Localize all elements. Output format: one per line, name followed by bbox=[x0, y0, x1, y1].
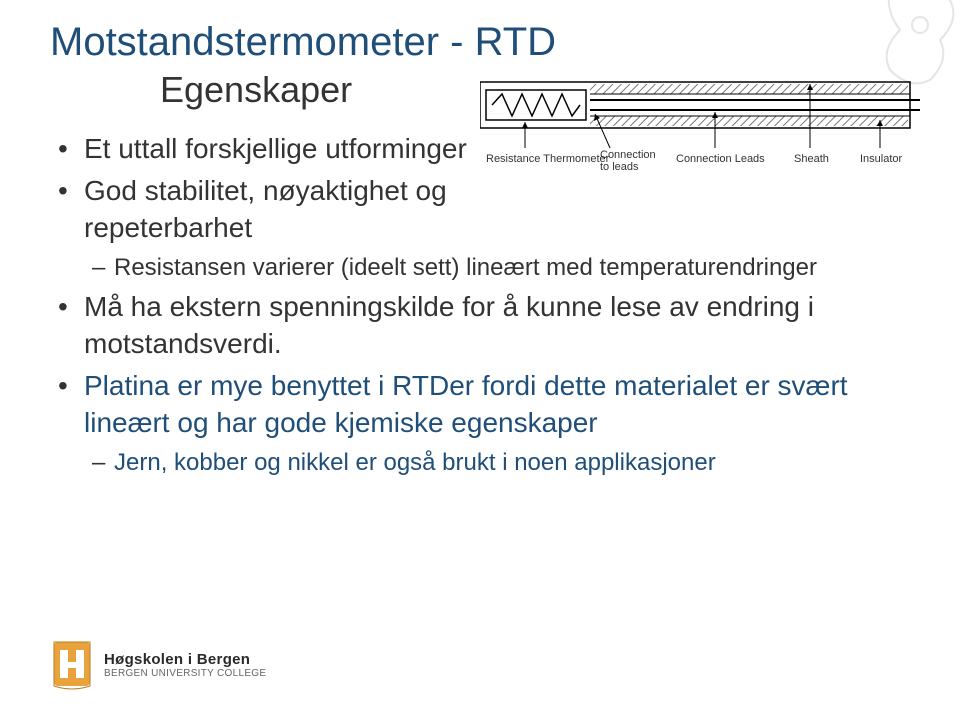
logo-icon bbox=[50, 640, 94, 690]
bullet-item: Platina er mye benyttet i RTDer fordi de… bbox=[58, 368, 910, 441]
bullet-subitem: Resistansen varierer (ideelt sett) lineæ… bbox=[58, 252, 910, 283]
diagram-label-leads: Connection Leads bbox=[676, 153, 765, 165]
rtd-diagram: Resistance Thermometer Connection to lea… bbox=[480, 72, 920, 202]
diagram-label-insulator: Insulator bbox=[860, 153, 903, 165]
bullet-item: God stabilitet, nøyaktighet og repeterba… bbox=[58, 173, 498, 246]
bullet-subitem: Jern, kobber og nikkel er også brukt i n… bbox=[58, 447, 910, 478]
logo-text-secondary: BERGEN UNIVERSITY COLLEGE bbox=[104, 668, 266, 679]
diagram-label-resistance: Resistance Thermometer bbox=[486, 153, 610, 165]
logo-text-primary: Høgskolen i Bergen bbox=[104, 651, 266, 668]
bullet-item: Må ha ekstern spenningskilde for å kunne… bbox=[58, 289, 910, 362]
institution-logo: Høgskolen i Bergen BERGEN UNIVERSITY COL… bbox=[50, 640, 266, 690]
slide-title: Motstandstermometer - RTD bbox=[50, 20, 910, 65]
bullet-item: Et uttall forskjellige utforminger bbox=[58, 131, 498, 167]
diagram-label-connection-b: to leads bbox=[600, 161, 639, 173]
diagram-label-connection-a: Connection bbox=[600, 149, 656, 161]
diagram-label-sheath: Sheath bbox=[794, 153, 829, 165]
